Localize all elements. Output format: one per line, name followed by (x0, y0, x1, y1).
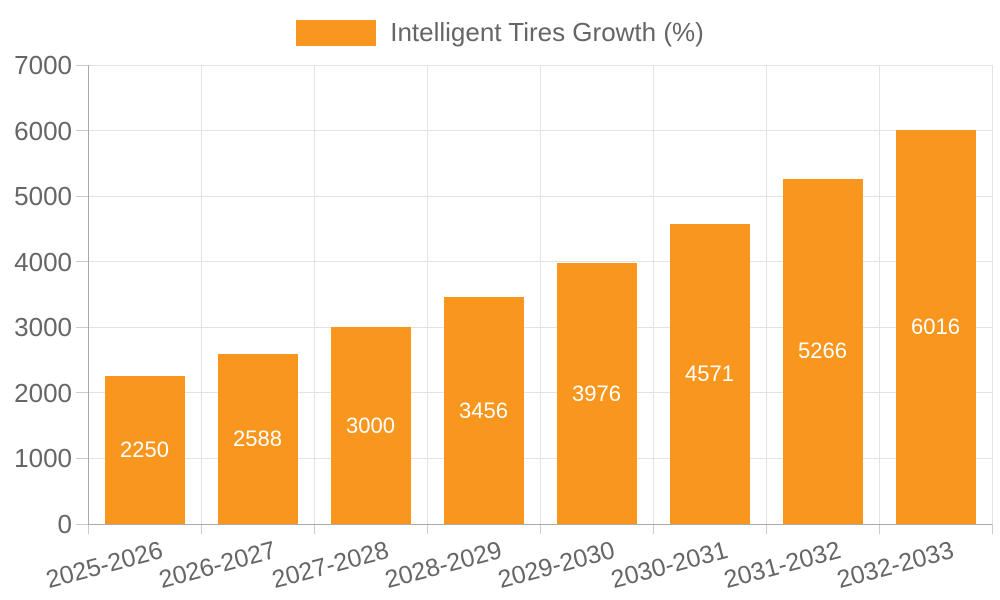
x-tick (313, 524, 315, 534)
x-tick (200, 524, 202, 534)
v-gridline (539, 65, 541, 524)
y-axis-line (87, 65, 89, 524)
bar[interactable] (330, 327, 411, 524)
x-tick (878, 524, 880, 534)
y-tick (76, 195, 88, 197)
v-gridline (652, 65, 654, 524)
y-tick (76, 457, 88, 459)
y-tick-label: 2000 (14, 377, 72, 408)
bar-value-label: 3000 (346, 412, 395, 438)
bar[interactable] (217, 354, 298, 524)
v-gridline (765, 65, 767, 524)
y-tick-label: 6000 (14, 115, 72, 146)
v-gridline (878, 65, 880, 524)
y-tick-label: 7000 (14, 50, 72, 80)
y-tick-label: 3000 (14, 312, 72, 343)
x-tick (765, 524, 767, 534)
bar[interactable] (782, 178, 863, 524)
legend: Intelligent Tires Growth (%) (0, 17, 1000, 48)
y-tick (76, 326, 88, 328)
y-tick-label: 0 (57, 509, 72, 539)
y-tick (76, 64, 88, 66)
bar[interactable] (104, 376, 185, 524)
bar-value-label: 2588 (233, 426, 282, 452)
y-tick (76, 523, 88, 525)
bar[interactable] (556, 263, 637, 524)
v-gridline (313, 65, 315, 524)
v-gridline (200, 65, 202, 524)
legend-item[interactable]: Intelligent Tires Growth (%) (296, 17, 704, 48)
bar-value-label: 4571 (685, 361, 734, 387)
x-axis-line (88, 523, 992, 525)
bar[interactable] (895, 129, 976, 524)
x-tick (539, 524, 541, 534)
x-tick (87, 524, 89, 534)
v-gridline (991, 65, 993, 524)
bar-value-label: 3456 (459, 397, 508, 423)
x-tick (991, 524, 993, 534)
y-tick-label: 5000 (14, 181, 72, 212)
bar-value-label: 3976 (572, 380, 621, 406)
bar-value-label: 6016 (911, 313, 960, 339)
bar-value-label: 5266 (798, 338, 847, 364)
y-tick (76, 261, 88, 263)
x-tick (652, 524, 654, 534)
legend-label: Intelligent Tires Growth (%) (390, 17, 704, 47)
y-tick-label: 4000 (14, 246, 72, 277)
bar-value-label: 2250 (120, 437, 169, 463)
x-tick (426, 524, 428, 534)
y-tick-label: 1000 (14, 443, 72, 474)
y-tick (76, 392, 88, 394)
y-tick (76, 130, 88, 132)
v-gridline (426, 65, 428, 524)
legend-swatch-icon (296, 19, 377, 46)
bar[interactable] (669, 224, 750, 524)
bar[interactable] (443, 297, 524, 524)
